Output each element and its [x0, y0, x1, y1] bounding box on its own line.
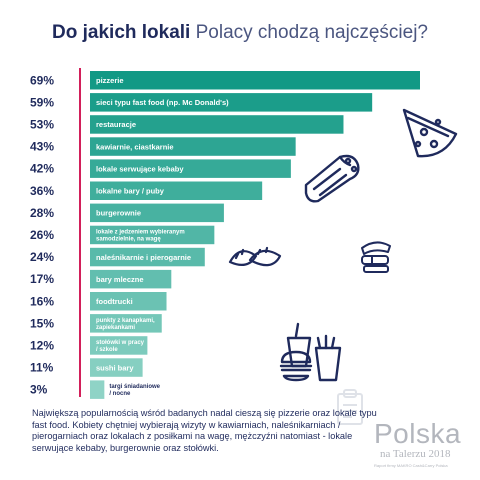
category-label-1: sieci typu fast food (np. Mc Donald's) [96, 98, 229, 107]
category-label-3: kawiarnie, ciastkarnie [96, 142, 174, 151]
logo-main-text: Polska [374, 418, 462, 449]
value-label-0: 69% [30, 73, 54, 87]
category-label-10: foodtrucki [96, 297, 133, 306]
clipboard-icon [330, 388, 370, 428]
chart-title: Do jakich lokali Polacy chodzą najczęści… [0, 22, 480, 44]
category-label-5: lokalne bary / puby [96, 187, 165, 196]
category-label-7: lokale z jedzeniem wybieranym samodzielni… [96, 229, 185, 242]
title-bold: Do jakich lokali [52, 22, 191, 43]
value-label-1: 59% [30, 95, 54, 109]
value-label-2: 53% [30, 117, 54, 131]
category-label-6: burgerownie [96, 209, 141, 218]
description-text: Największą popularnością wśród badanych … [32, 408, 377, 453]
bar-10 [90, 292, 167, 311]
bar-5 [90, 181, 263, 200]
bar-chart: 69% pizzerie 59% sieci typu fast food (np. … [30, 68, 420, 399]
value-label-4: 42% [30, 162, 54, 176]
logo-sub-text: na Talerzu 2018 [380, 448, 451, 460]
bar-14 [90, 380, 105, 399]
kebab-wrap-icon [300, 145, 368, 207]
title-light: Polacy chodzą najczęściej? [195, 22, 428, 43]
sushi-icon [356, 238, 396, 274]
value-label-7: 26% [30, 228, 54, 242]
category-label-14: targi śniadaniowe / nocne [109, 384, 160, 397]
value-label-10: 16% [30, 294, 54, 308]
logo: Polska na Talerzu 2018 Raport firmy MAKR… [372, 418, 468, 476]
bar-4 [90, 159, 291, 178]
fast-food-icon [276, 322, 346, 384]
value-label-13: 11% [30, 361, 54, 375]
dumplings-icon [226, 240, 284, 278]
pizza-icon [398, 100, 462, 164]
bar-8 [90, 247, 205, 267]
bar-7 [90, 225, 215, 245]
value-label-6: 28% [30, 206, 54, 220]
bar-9 [90, 269, 172, 289]
value-label-5: 36% [30, 184, 54, 198]
bar-13 [90, 358, 143, 377]
category-label-11: punkty z kanapkami, zapiekankami [96, 318, 155, 331]
value-label-14: 3% [30, 383, 48, 397]
category-label-13: sushi bary [96, 363, 134, 372]
bar-2 [90, 115, 344, 134]
bar-3 [90, 137, 296, 156]
bar-11 [90, 314, 162, 333]
value-label-12: 12% [30, 338, 54, 352]
bar-12 [90, 336, 148, 355]
bar-1 [90, 93, 373, 112]
category-label-9: bary mleczne [96, 275, 144, 284]
value-label-8: 24% [30, 250, 54, 264]
category-label-2: restauracje [96, 120, 136, 129]
bar-6 [90, 203, 224, 223]
value-label-3: 43% [30, 140, 54, 154]
logo-note-text: Raport firmy MAKRO Cash&Carry Polska [374, 463, 448, 468]
value-label-9: 17% [30, 272, 54, 286]
bar-0 [90, 71, 420, 90]
category-label-8: naleśnikarnie i pierogarnie [96, 253, 191, 262]
category-label-0: pizzerie [96, 76, 124, 85]
value-label-11: 15% [30, 316, 54, 330]
category-label-12: stołówki w pracy / szkole [96, 340, 145, 353]
category-label-4: lokale serwujące kebaby [96, 164, 184, 173]
